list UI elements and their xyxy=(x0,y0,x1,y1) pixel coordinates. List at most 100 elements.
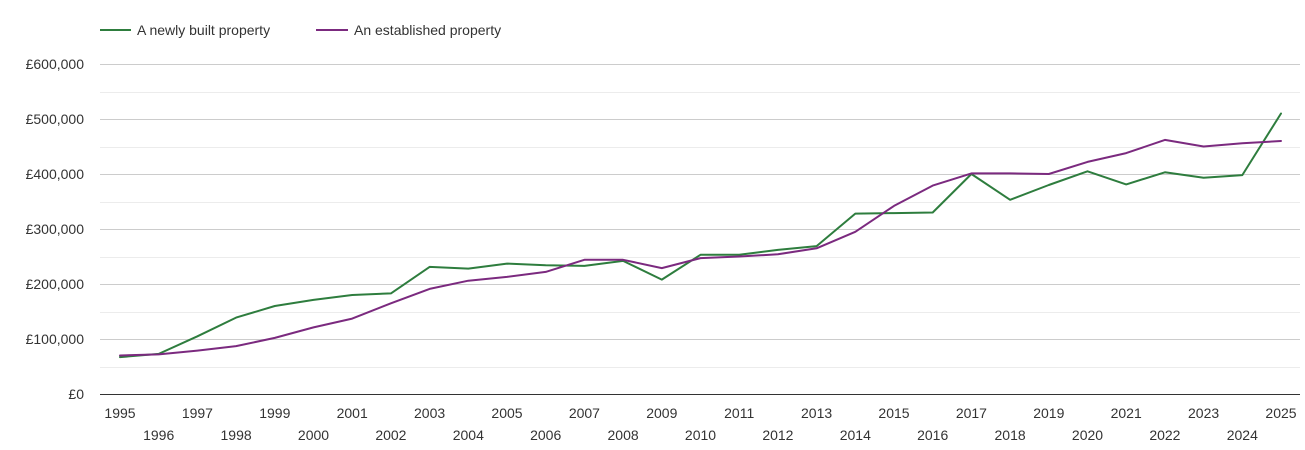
data-point-newly-built[interactable] xyxy=(930,210,936,216)
data-point-newly-built[interactable] xyxy=(1278,111,1284,117)
data-point-established[interactable] xyxy=(311,324,317,330)
x-tick-label: 2000 xyxy=(298,427,329,443)
x-tick-label: 2020 xyxy=(1072,427,1103,443)
series-line-newly-built[interactable] xyxy=(119,112,1282,359)
x-tick-label: 2022 xyxy=(1149,427,1180,443)
x-tick-label: 2010 xyxy=(685,427,716,443)
data-point-newly-built[interactable] xyxy=(852,211,858,217)
data-point-newly-built[interactable] xyxy=(272,303,278,309)
series-layer xyxy=(117,111,1284,359)
data-point-newly-built[interactable] xyxy=(1085,168,1091,174)
data-point-established[interactable] xyxy=(814,245,820,251)
data-point-newly-built[interactable] xyxy=(543,262,549,268)
data-point-established[interactable] xyxy=(1085,159,1091,165)
data-point-newly-built[interactable] xyxy=(388,290,394,296)
legend-item-newly-built[interactable]: A newly built property xyxy=(100,22,270,38)
x-tick-label: 2015 xyxy=(878,405,909,421)
x-tick-label: 2013 xyxy=(801,405,832,421)
x-tick-label: 2021 xyxy=(1111,405,1142,421)
y-tick-label: £500,000 xyxy=(26,111,85,127)
y-tick-label: £400,000 xyxy=(26,166,85,182)
data-point-newly-built[interactable] xyxy=(311,297,317,303)
x-tick-label: 1997 xyxy=(182,405,213,421)
legend: A newly built property An established pr… xyxy=(100,22,501,38)
x-tick-label: 2025 xyxy=(1265,405,1296,421)
y-axis: £0 £100,000 £200,000 £300,000 £400,000 £500,0… xyxy=(26,56,85,402)
data-point-newly-built[interactable] xyxy=(581,263,587,269)
data-point-established[interactable] xyxy=(543,269,549,275)
data-point-newly-built[interactable] xyxy=(1201,175,1207,181)
legend-label-established: An established property xyxy=(354,22,501,38)
data-point-established[interactable] xyxy=(1278,138,1284,144)
data-point-established[interactable] xyxy=(930,183,936,189)
data-point-established[interactable] xyxy=(1123,150,1129,156)
x-tick-label: 1996 xyxy=(143,427,174,443)
data-point-established[interactable] xyxy=(272,335,278,341)
data-point-newly-built[interactable] xyxy=(1162,169,1168,175)
data-point-established[interactable] xyxy=(388,300,394,306)
x-tick-label: 2003 xyxy=(414,405,445,421)
x-tick-label: 2007 xyxy=(569,405,600,421)
data-point-established[interactable] xyxy=(233,343,239,349)
data-point-established[interactable] xyxy=(117,353,123,359)
data-point-established[interactable] xyxy=(427,286,433,292)
data-point-established[interactable] xyxy=(891,203,897,209)
data-point-established[interactable] xyxy=(504,274,510,280)
y-tick-label: £200,000 xyxy=(26,276,85,292)
x-tick-label: 2001 xyxy=(337,405,368,421)
data-point-established[interactable] xyxy=(1007,170,1013,176)
data-point-established[interactable] xyxy=(1046,171,1052,177)
data-point-established[interactable] xyxy=(349,316,355,322)
x-tick-label: 2024 xyxy=(1227,427,1258,443)
data-point-newly-built[interactable] xyxy=(891,210,897,216)
x-tick-label: 2018 xyxy=(995,427,1026,443)
data-point-established[interactable] xyxy=(775,251,781,257)
data-point-established[interactable] xyxy=(736,254,742,260)
x-tick-label: 2012 xyxy=(762,427,793,443)
data-point-established[interactable] xyxy=(620,257,626,263)
series-line-established[interactable] xyxy=(119,138,1282,357)
data-point-established[interactable] xyxy=(194,348,200,354)
y-tick-label: £100,000 xyxy=(26,331,85,347)
x-tick-label: 2006 xyxy=(530,427,561,443)
x-axis: 1995 1996 1997 1998 1999 2000 2001 2002 2003 2004… xyxy=(104,405,1296,443)
x-tick-label: 2019 xyxy=(1033,405,1064,421)
x-tick-label: 2023 xyxy=(1188,405,1219,421)
data-point-newly-built[interactable] xyxy=(1046,182,1052,188)
x-tick-label: 2011 xyxy=(724,405,754,421)
data-point-established[interactable] xyxy=(698,255,704,261)
data-point-established[interactable] xyxy=(581,257,587,263)
x-tick-label: 2005 xyxy=(491,405,522,421)
data-point-newly-built[interactable] xyxy=(504,261,510,267)
data-point-established[interactable] xyxy=(852,229,858,235)
y-tick-label: £300,000 xyxy=(26,221,85,237)
data-point-established[interactable] xyxy=(1201,144,1207,150)
data-point-established[interactable] xyxy=(156,351,162,357)
grid-lines xyxy=(100,64,1300,395)
legend-label-newly-built: A newly built property xyxy=(137,22,270,38)
legend-item-established[interactable]: An established property xyxy=(316,22,501,38)
x-tick-label: 2016 xyxy=(917,427,948,443)
data-point-newly-built[interactable] xyxy=(1007,197,1013,203)
y-tick-label: £600,000 xyxy=(26,56,85,72)
data-point-newly-built[interactable] xyxy=(659,277,665,283)
data-point-newly-built[interactable] xyxy=(465,266,471,272)
data-point-newly-built[interactable] xyxy=(427,264,433,270)
data-point-established[interactable] xyxy=(465,278,471,284)
data-point-established[interactable] xyxy=(1239,140,1245,146)
x-tick-label: 1999 xyxy=(259,405,290,421)
x-tick-label: 2009 xyxy=(646,405,677,421)
data-point-established[interactable] xyxy=(659,265,665,271)
data-point-established[interactable] xyxy=(1162,137,1168,143)
data-point-established[interactable] xyxy=(968,170,974,176)
x-tick-label: 2002 xyxy=(375,427,406,443)
x-tick-label: 1998 xyxy=(221,427,252,443)
y-tick-label: £0 xyxy=(68,386,84,402)
data-point-newly-built[interactable] xyxy=(233,315,239,321)
data-point-newly-built[interactable] xyxy=(194,333,200,339)
x-tick-label: 2017 xyxy=(956,405,987,421)
data-point-newly-built[interactable] xyxy=(349,292,355,298)
data-point-newly-built[interactable] xyxy=(1123,181,1129,187)
data-point-newly-built[interactable] xyxy=(1239,172,1245,178)
